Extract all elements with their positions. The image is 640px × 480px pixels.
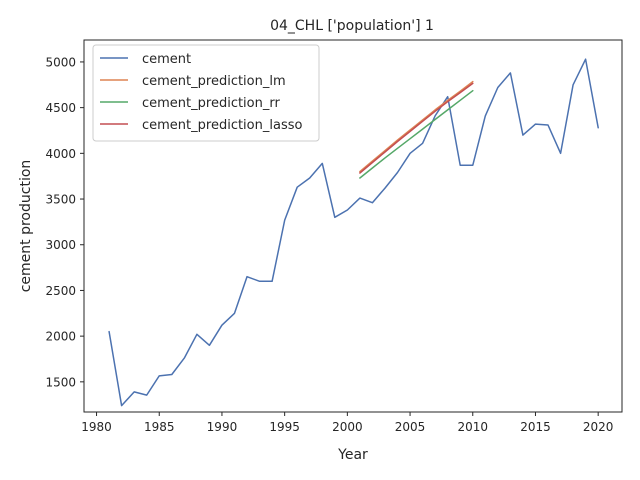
legend-label: cement_prediction_rr (142, 96, 280, 111)
x-axis: 1980 1985 1990 1995 2000 2005 2010 2015 2020 (81, 412, 613, 434)
x-tick-label: 2010 (457, 420, 488, 434)
y-tick-label: 5000 (45, 55, 76, 69)
y-tick-label: 2000 (45, 330, 76, 344)
legend-box (92, 44, 320, 142)
y-tick-label: 3500 (45, 193, 76, 207)
y-axis-label: cement production (18, 160, 34, 293)
x-tick-label: 2000 (332, 420, 363, 434)
y-tick-label: 4000 (45, 147, 76, 161)
plot-area (108, 58, 599, 407)
x-tick-label: 1995 (269, 420, 300, 434)
legend-label: cement (142, 52, 191, 67)
x-tick-label: 1980 (81, 420, 112, 434)
x-axis-label: Year (337, 447, 368, 463)
plot-frame (83, 39, 623, 413)
x-tick-label: 2015 (520, 420, 551, 434)
legend: cement cement_prediction_lm cement_predict… (92, 44, 320, 142)
x-tick-label: 2005 (395, 420, 426, 434)
chart-title: 04_CHL ['population'] 1 (270, 18, 434, 34)
y-axis: 1500 2000 2500 3000 3500 4000 4500 5000 (45, 55, 84, 389)
x-tick-label: 2020 (583, 420, 614, 434)
y-tick-label: 4500 (45, 101, 76, 115)
legend-label: cement_prediction_lm (142, 74, 286, 89)
y-tick-label: 3000 (45, 238, 76, 252)
series-line-0 (108, 58, 599, 407)
series-line-1 (359, 80, 474, 173)
series-line-2 (359, 89, 474, 179)
x-tick-label: 1985 (144, 420, 175, 434)
y-tick-label: 2500 (45, 284, 76, 298)
series-line-3 (359, 82, 474, 174)
legend-label: cement_prediction_lasso (142, 118, 302, 133)
y-tick-label: 1500 (45, 375, 76, 389)
x-tick-label: 1990 (207, 420, 238, 434)
